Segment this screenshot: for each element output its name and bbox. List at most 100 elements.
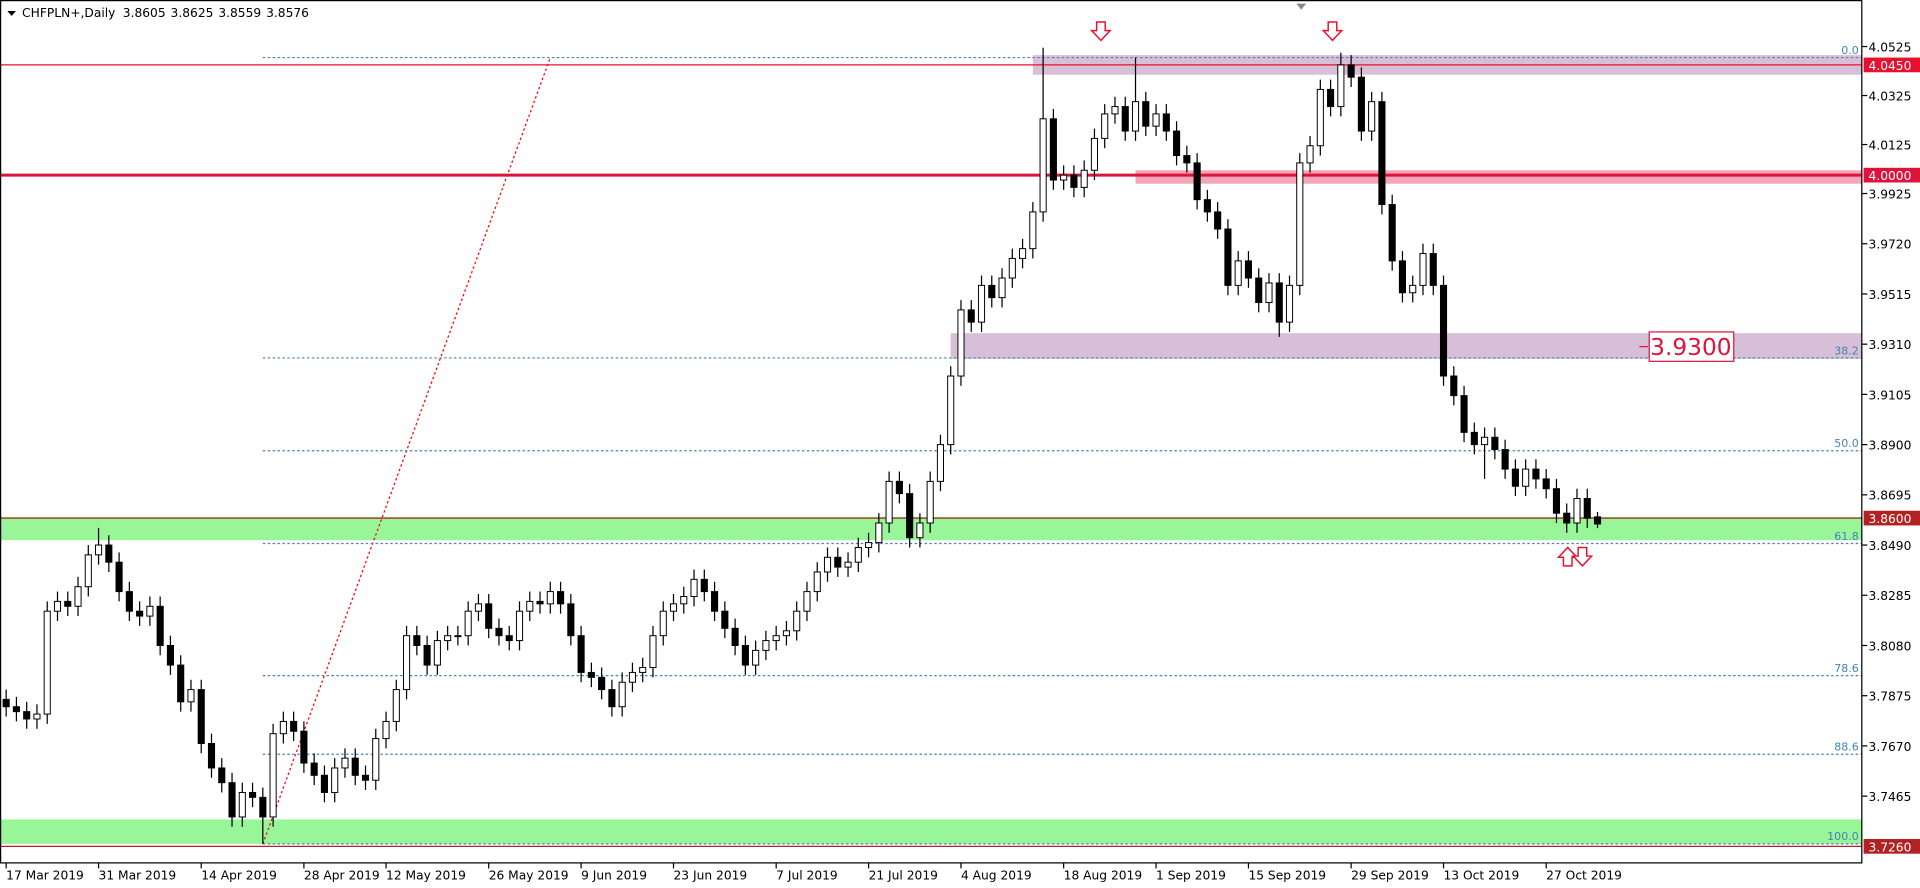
candle-body [536,600,544,605]
lines-layer: 0.0 38.2 50.0 61.8 78.6 88.6 100.0 3.9300 [0,44,1863,847]
menu-triangle[interactable] [7,11,16,16]
candle-body [403,635,411,691]
candle-body [156,605,164,646]
axis-layer: 4.0450 4.0000 3.8600 3.7260 4.0525 4.0325 4.01… [5,40,1920,882]
candle-body [1378,101,1386,206]
period-marker [1296,3,1307,10]
fib-label: 100.0 [1827,830,1859,843]
candle-body [115,561,123,593]
candle-body [1429,253,1437,286]
candle-body [125,591,133,612]
candle-body [1593,516,1602,525]
candle-body [1080,169,1088,188]
candle-body [1060,174,1068,181]
candle-body [1491,436,1499,451]
candle-body [43,610,51,715]
candle-body [731,627,739,646]
candle-body [1327,88,1335,108]
down-arrow [1571,546,1594,567]
candle-body [1265,282,1273,304]
y-tick-label: 3.9515 [1869,288,1912,302]
candle-body [33,713,41,720]
price-label-bg [1863,167,1920,183]
y-tick-label: 3.7875 [1869,690,1912,704]
y-tick-label: 3.7670 [1869,740,1912,754]
x-tick-label: 1 Sep 2019 [1156,868,1226,882]
price-label: 4.0450 [1869,59,1912,73]
candle-body [1234,260,1242,286]
candle-body [279,720,287,735]
price-label-bg [1863,510,1920,526]
candle-body [1501,449,1509,470]
candle-body [238,791,246,818]
candle-body [310,762,318,776]
candle-body [680,596,688,605]
candle-body [916,522,924,539]
candle-body [1439,284,1448,377]
candle-body [1275,282,1283,323]
candle-body [392,689,400,722]
header: CHFPLN+,Daily 3.8605 3.8625 3.8559 3.8576 [22,6,309,20]
y-tick-label: 3.8900 [1869,439,1912,453]
candle-body [1224,228,1232,286]
candle-body [1173,130,1181,157]
candle-body [1121,106,1129,132]
high-value: 3.8625 [171,6,214,20]
candle-body [1152,113,1160,127]
candle-body [854,547,862,563]
candle-body [1039,118,1047,213]
candle-body [649,635,657,669]
candle-body [1049,118,1057,181]
candle-body [269,733,277,818]
candle-body [608,689,616,708]
candle-body [1101,113,1109,139]
candle-body [526,600,534,612]
open-value: 3.8605 [123,6,166,20]
candle-body [1111,106,1119,115]
x-tick-label: 12 May 2019 [386,868,466,882]
price-label-bg [1863,839,1920,854]
candle-body [1563,512,1571,524]
fib-label: 0.0 [1841,44,1859,57]
candle-body [423,644,431,666]
candle-body [64,600,72,607]
candle-body [331,767,339,793]
candle-body [988,284,996,299]
candle-body [1162,113,1170,132]
candle-body [382,720,390,740]
candle-body [1398,260,1407,294]
candle-body [2,698,10,708]
candle-body [454,635,462,638]
candle-body [577,635,585,673]
candle-body [351,757,359,776]
candle-body [197,689,205,744]
y-tick-label: 4.0525 [1869,40,1912,54]
x-tick-label: 9 Jun 2019 [581,868,647,882]
x-tick-label: 27 Oct 2019 [1546,868,1622,882]
candle-body [105,544,113,563]
candle-body [977,284,986,323]
candle-body [711,591,719,612]
up-arrow [1556,546,1579,567]
candle-body [433,640,441,666]
candle-body [1542,478,1550,490]
down-arrow [1321,21,1344,42]
candle-body [187,689,195,703]
candle-body [875,522,883,544]
annotation-box [1648,331,1735,362]
candle-body [228,782,236,818]
candle-body [618,681,626,708]
candle-body [1214,211,1222,230]
x-tick-label: 18 Aug 2019 [1064,868,1142,882]
x-tick-label: 31 Mar 2019 [99,868,177,882]
candle-body [567,603,575,637]
candle-body [84,554,92,588]
fib-label: 78.6 [1834,662,1859,675]
zone [0,516,1863,541]
x-tick-label: 23 Jun 2019 [674,868,748,882]
y-tick-label: 3.8490 [1869,539,1912,553]
candle-body [1522,468,1530,487]
candle-body [1193,162,1201,201]
